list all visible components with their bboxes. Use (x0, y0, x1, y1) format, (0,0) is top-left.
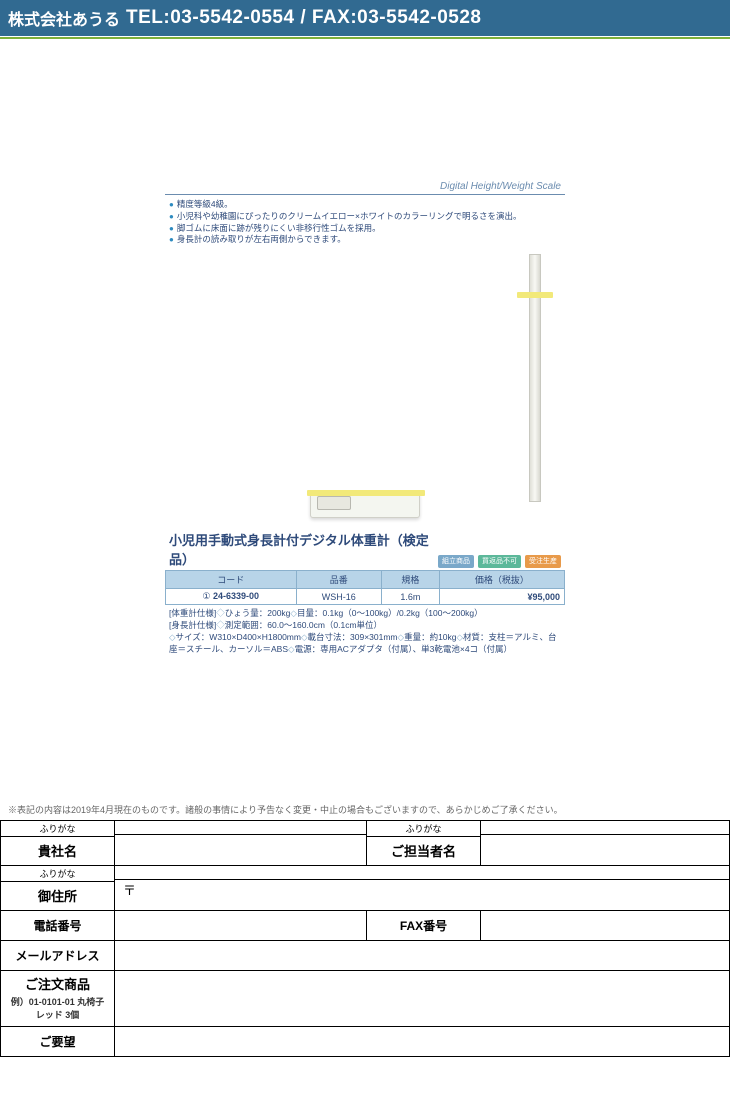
scale-base-graphic (310, 492, 420, 518)
field-requests[interactable] (115, 1026, 730, 1056)
spec-row: ① 24-6339-00 WSH-16 1.6m ¥95,000 (166, 589, 565, 605)
label-requests: ご要望 (1, 1026, 115, 1056)
bullet-item: ● 身長計の読み取りが左右両側からできます。 (169, 234, 561, 246)
bullet-text: 身長計の読み取りが左右両側からできます。 (177, 234, 346, 245)
tag-assembly: 組立商品 (438, 555, 474, 569)
product-title: 小児用手動式身長計付デジタル体重計（検定品） (169, 530, 434, 568)
label-contact-person: ふりがな ご担当者名 (367, 821, 480, 864)
feature-bullets: ● 精度等級4級。 ● 小児科や幼稚園にぴったりのクリームイエロー×ホワイトのカ… (165, 195, 565, 248)
spec-header-code: コード (166, 571, 297, 589)
scale-cursor-graphic (517, 292, 553, 298)
field-phone[interactable] (115, 910, 367, 940)
order-form-table: ふりがな 貴社名 ふりがな ご担当者名 ふりがな 御住所 (0, 820, 730, 1057)
field-company[interactable] (115, 820, 367, 865)
form-row-phone: 電話番号 FAX番号 (1, 910, 730, 940)
label-company: ふりがな 貴社名 (1, 821, 114, 864)
bullet-icon: ● (169, 212, 174, 223)
label-email: メールアドレス (1, 940, 115, 970)
spec-header-price: 価格（税抜） (439, 571, 564, 589)
spec-header-spec: 規格 (382, 571, 440, 589)
spec-details: [体重計仕様]◇ひょう量：200kg◇目量：0.1kg（0〜100kg）/0.2… (165, 605, 565, 659)
contact-info: TEL:03-5542-0554 / FAX:03-5542-0528 (126, 7, 481, 29)
field-contact-person[interactable] (481, 820, 730, 865)
spec-header-productno: 品番 (296, 571, 382, 589)
spec-cell-productno: WSH-16 (296, 589, 382, 605)
bullet-text: 脚ゴムに床面に跡が残りにくい非移行性ゴムを採用。 (177, 223, 381, 234)
field-email[interactable] (115, 940, 730, 970)
form-row-company: ふりがな 貴社名 ふりがな ご担当者名 (1, 820, 730, 865)
catalog-block: Digital Height/Weight Scale ● 精度等級4級。 ● … (165, 179, 565, 659)
label-order-items: ご注文商品 (1, 974, 114, 993)
product-title-row: 小児用手動式身長計付デジタル体重計（検定品） 組立商品 買返品不可 受注生産 (165, 528, 565, 568)
form-row-requests: ご要望 (1, 1026, 730, 1056)
field-order-items[interactable] (115, 970, 730, 1026)
company-name: 株式会社あうる (8, 6, 120, 30)
label-fax: FAX番号 (367, 910, 481, 940)
category-label-en: Digital Height/Weight Scale (440, 181, 561, 192)
form-row-order: ご注文商品 例）01-0101-01 丸椅子 レッド 3個 (1, 970, 730, 1026)
scale-display-graphic (317, 496, 351, 510)
label-phone: 電話番号 (1, 910, 115, 940)
product-image (165, 248, 565, 528)
spec-table: コード 品番 規格 価格（税抜） ① 24-6339-00 WSH-16 1.6… (165, 570, 565, 605)
field-fax[interactable] (481, 910, 730, 940)
tag-noreturn: 買返品不可 (478, 555, 521, 569)
bullet-icon: ● (169, 224, 174, 235)
bullet-icon: ● (169, 235, 174, 246)
field-address[interactable]: 〒 (115, 865, 730, 910)
bullet-icon: ● (169, 200, 174, 211)
disclaimer-text: ※表記の内容は2019年4月現在のものです。諸般の事情により予告なく変更・中止の… (0, 799, 730, 820)
bullet-text: 小児科や幼稚園にぴったりのクリームイエロー×ホワイトのカラーリングで明るさを演出… (177, 211, 522, 222)
tag-madetoorder: 受注生産 (525, 555, 561, 569)
category-header: Digital Height/Weight Scale (165, 179, 565, 195)
spacer-top (0, 39, 730, 179)
label-address: ふりがな 御住所 (1, 866, 114, 909)
spec-cell-code: ① 24-6339-00 (166, 589, 297, 605)
form-row-email: メールアドレス (1, 940, 730, 970)
form-row-address: ふりがな 御住所 〒 (1, 865, 730, 910)
bullet-item: ● 精度等級4級。 (169, 199, 561, 211)
order-example: 例）01-0101-01 丸椅子 レッド 3個 (1, 993, 114, 1023)
bullet-item: ● 小児科や幼稚園にぴったりのクリームイエロー×ホワイトのカラーリングで明るさを… (169, 211, 561, 223)
bullet-item: ● 脚ゴムに床面に跡が残りにくい非移行性ゴムを採用。 (169, 223, 561, 235)
bullet-text: 精度等級4級。 (177, 199, 233, 210)
spec-cell-price: ¥95,000 (439, 589, 564, 605)
header-bar: 株式会社あうる TEL:03-5542-0554 / FAX:03-5542-0… (0, 0, 730, 36)
spec-cell-spec: 1.6m (382, 589, 440, 605)
